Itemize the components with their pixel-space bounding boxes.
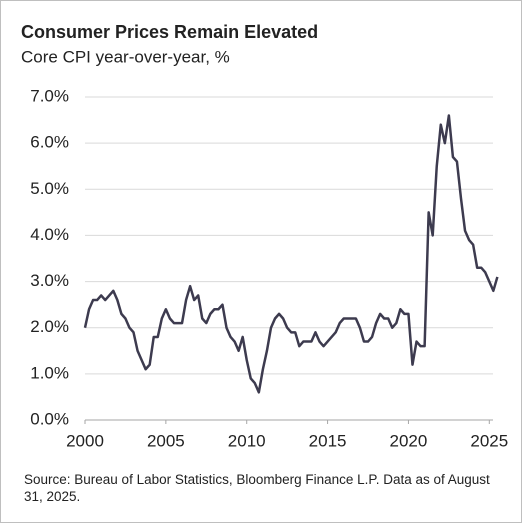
y-tick-label: 3.0%: [30, 271, 69, 290]
x-tick-label: 2010: [228, 431, 266, 450]
chart-subtitle: Core CPI year-over-year, %: [21, 47, 230, 66]
x-tick-label: 2005: [147, 431, 185, 450]
chart-title: Consumer Prices Remain Elevated: [21, 22, 318, 42]
source-note: Source: Bureau of Labor Statistics, Bloo…: [24, 472, 490, 504]
y-tick-label: 1.0%: [30, 363, 69, 382]
y-tick-label: 5.0%: [30, 179, 69, 198]
data-line: [83, 114, 499, 394]
y-tick-label: 7.0%: [30, 86, 69, 105]
y-tick-label: 6.0%: [30, 133, 69, 152]
chart: Consumer Prices Remain Elevated Core CPI…: [21, 22, 508, 451]
y-tick-label: 4.0%: [30, 225, 69, 244]
y-tick-label: 0.0%: [30, 409, 69, 428]
x-tick-label: 2000: [66, 431, 104, 450]
y-tick-label: 2.0%: [30, 317, 69, 336]
x-tick-label: 2025: [470, 431, 508, 450]
x-tick-label: 2020: [390, 431, 428, 450]
x-tick-label: 2015: [309, 431, 347, 450]
